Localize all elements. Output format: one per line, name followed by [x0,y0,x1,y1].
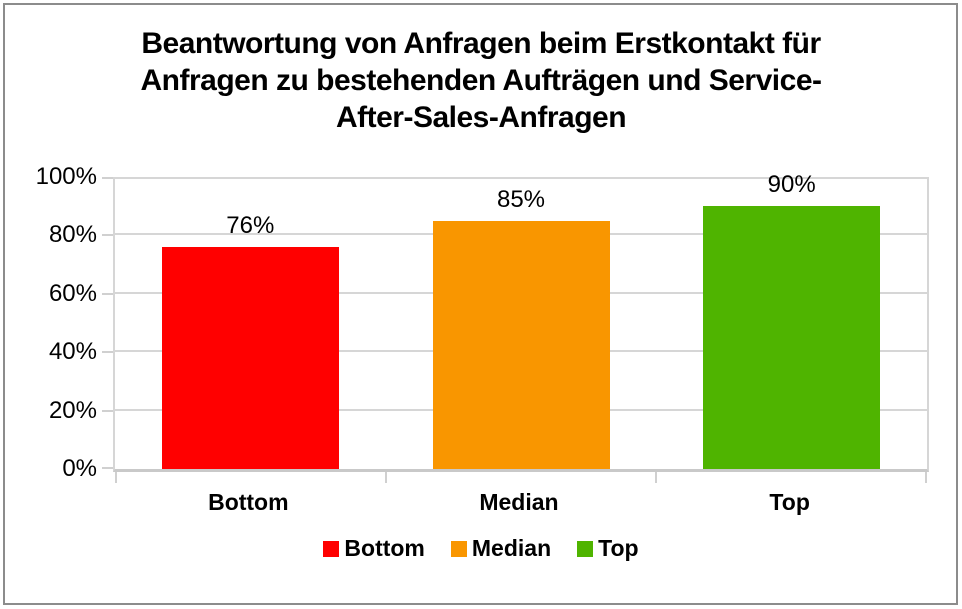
gridline-100 [115,177,927,179]
legend-label-bottom: Bottom [344,535,425,561]
legend-item-top: Top [577,535,639,561]
y-axis-label-100: 100% [35,163,97,190]
bar-top [703,206,881,469]
legend-item-bottom: Bottom [323,535,425,561]
x-axis-tick-0 [115,472,117,483]
legend-label-median: Median [471,535,552,561]
y-axis-tick-100 [102,177,113,179]
y-axis-label-80: 80% [48,221,97,249]
y-axis-tick-60 [102,292,113,295]
bar-median [432,220,610,469]
bar-value-label-bottom: 76% [226,212,275,240]
y-axis-label-60: 60% [48,279,97,307]
bar-value-label-median: 85% [496,185,546,213]
x-axis-tick-2 [655,472,658,483]
chart-title: Beantwortung von Anfragen beim Erstkonta… [140,27,823,134]
plot-area: 76% 85% 90% [102,172,929,483]
x-axis-tick-1 [384,472,387,483]
y-axis-label-0: 0% [62,455,97,482]
x-axis-label-bottom: Bottom [208,489,289,515]
legend-item-median: Median [450,535,552,561]
legend-swatch-top [577,540,594,557]
x-axis-tick-3 [925,472,927,483]
x-axis-label-median: Median [479,489,559,515]
legend-label-top: Top [598,535,639,561]
y-axis-label-40: 40% [48,338,97,366]
y-axis-label-20: 20% [48,396,97,424]
bar-value-label-top: 90% [767,171,816,199]
legend: Bottom Median Top [0,537,962,560]
legend-swatch-median [450,540,467,557]
bar-bottom [161,247,339,469]
y-axis-tick-40 [102,351,113,354]
x-axis-label-top: Top [769,489,810,515]
legend-swatch-bottom [323,540,340,557]
y-axis-tick-20 [102,409,113,412]
y-axis-tick-0 [102,467,113,469]
y-axis-tick-80 [102,234,113,237]
